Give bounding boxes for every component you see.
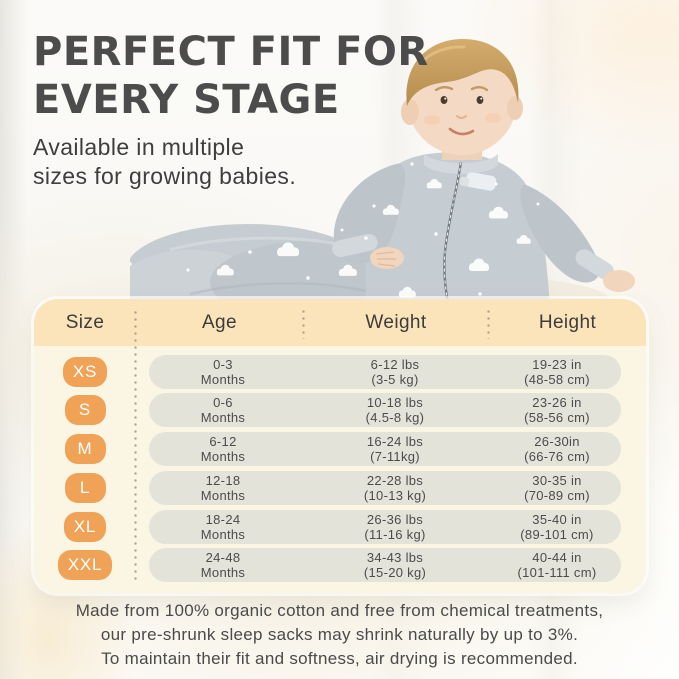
- subtitle-line-2: sizes for growing babies.: [33, 163, 297, 189]
- size-chart-table: Size Age Weight Height XS 0-3 Months 6-12…: [34, 299, 646, 593]
- dotted-separator-size-age: [134, 309, 137, 581]
- row-data-pill: 0-6 Months 10-18 lbs (4.5-8 kg) 23-26 in (5…: [149, 393, 621, 428]
- subtitle-line-1: Available in multiple: [33, 134, 245, 160]
- footer-note: Made from 100% organic cotton and free f…: [0, 599, 679, 671]
- weight-cell: 16-24 lbs (7-11kg): [366, 434, 424, 465]
- row-data-pill: 0-3 Months 6-12 lbs (3-5 kg) 19-23 in (48-5…: [149, 354, 621, 389]
- weight-cell: 26-36 lbs (11-16 kg): [364, 511, 426, 542]
- footer-line-1: Made from 100% organic cotton and free f…: [75, 601, 604, 620]
- height-cell: 26-30in (66-76 cm): [524, 434, 590, 465]
- weight-cell: 10-18 lbs (4.5-8 kg): [365, 395, 425, 426]
- row-data-pill: 24-48 Months 34-43 lbs (15-20 kg) 40-44 in…: [149, 548, 621, 583]
- headline-block: PERFECT FIT FOR EVERY STAGE Available in…: [33, 28, 429, 191]
- table-header-row: Size Age Weight Height: [34, 299, 646, 346]
- table-body: XS 0-3 Months 6-12 lbs (3-5 kg) 19-23 in (4…: [34, 346, 646, 593]
- height-cell: 23-26 in (58-56 cm): [524, 395, 590, 426]
- height-cell: 40-44 in (101-111 cm): [517, 550, 597, 581]
- table-row-m: M 6-12 Months 16-24 lbs (7-11kg) 26-30in (6…: [34, 432, 646, 467]
- table-row-xxl: XXL 24-48 Months 34-43 lbs (15-20 kg) 40-4…: [34, 548, 646, 583]
- footer-line-2: our pre-shrunk sleep sacks may shrink na…: [100, 625, 579, 644]
- column-header-size: Size: [65, 311, 105, 333]
- size-badge-l: L: [64, 472, 106, 503]
- age-cell: 6-12 Months: [200, 434, 246, 465]
- column-header-height: Height: [538, 311, 597, 333]
- row-data-pill: 12-18 Months 22-28 lbs (10-13 kg) 30-35 in…: [149, 470, 621, 505]
- row-data-pill: 6-12 Months 16-24 lbs (7-11kg) 26-30in (66-…: [149, 432, 621, 467]
- table-row-xs: XS 0-3 Months 6-12 lbs (3-5 kg) 19-23 in (4…: [34, 354, 646, 389]
- table-row-s: S 0-6 Months 10-18 lbs (4.5-8 kg) 23-26 in…: [34, 393, 646, 428]
- height-cell: 35-40 in (89-101 cm): [520, 511, 594, 542]
- age-cell: 12-18 Months: [200, 472, 246, 503]
- size-badge-xl: XL: [63, 511, 107, 542]
- height-cell: 30-35 in (70-89 cm): [524, 472, 590, 503]
- size-badge-s: S: [64, 395, 106, 426]
- table-row-l: L 12-18 Months 22-28 lbs (10-13 kg) 30-35 …: [34, 470, 646, 505]
- size-badge-xs: XS: [62, 356, 108, 387]
- page-title-line-1: PERFECT FIT FOR: [33, 29, 429, 75]
- page-title-line-2: EVERY STAGE: [33, 77, 340, 123]
- weight-cell: 6-12 lbs (3-5 kg): [370, 356, 420, 387]
- column-header-weight: Weight: [365, 311, 427, 333]
- weight-cell: 34-43 lbs (15-20 kg): [363, 550, 427, 581]
- table-row-xl: XL 18-24 Months 26-36 lbs (11-16 kg) 35-40…: [34, 509, 646, 544]
- dotted-separator-weight-height: [487, 308, 490, 339]
- weight-cell: 22-28 lbs (10-13 kg): [363, 472, 427, 503]
- column-header-age: Age: [201, 311, 237, 333]
- age-cell: 18-24 Months: [200, 511, 246, 542]
- age-cell: 0-3 Months: [200, 356, 246, 387]
- height-cell: 19-23 in (48-58 cm): [524, 356, 590, 387]
- baby-photo: [130, 39, 635, 318]
- age-cell: 0-6 Months: [200, 395, 246, 426]
- size-badge-xxl: XXL: [57, 550, 113, 581]
- footer-line-3: To maintain their fit and softness, air …: [101, 649, 578, 668]
- dotted-separator-age-weight: [302, 308, 305, 339]
- size-badge-m: M: [64, 434, 106, 465]
- page-subtitle: Available in multiple sizes for growing …: [33, 133, 429, 191]
- age-cell: 24-48 Months: [200, 550, 246, 581]
- row-data-pill: 18-24 Months 26-36 lbs (11-16 kg) 35-40 in…: [149, 509, 621, 544]
